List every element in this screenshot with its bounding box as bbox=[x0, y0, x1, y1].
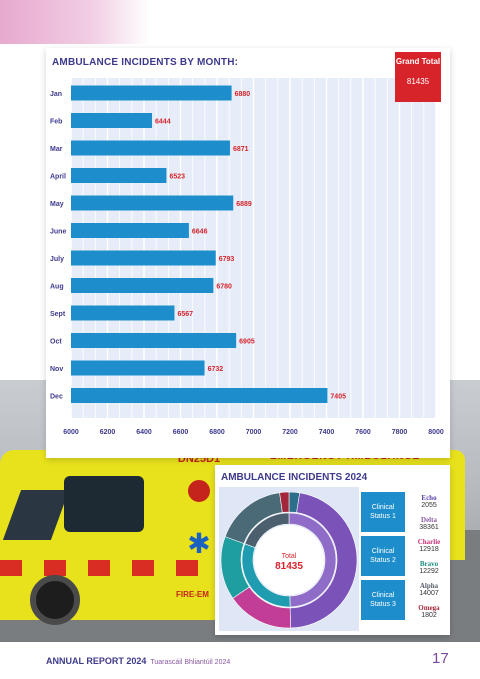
bar bbox=[71, 223, 189, 238]
bar bbox=[71, 278, 214, 293]
bar-value-label: 6444 bbox=[155, 119, 171, 126]
legend-name: Omega bbox=[418, 604, 440, 612]
bar bbox=[71, 168, 167, 183]
bar-value-label: 6889 bbox=[236, 201, 252, 208]
legend-charlie: Charlie 12918 bbox=[409, 538, 449, 554]
monthly-incidents-chart: 6000 6200 6400 6600 6800 7000 7200 7400 7600 7800… bbox=[46, 48, 450, 458]
inner-ring-slice bbox=[244, 512, 290, 549]
x-tick-label: 7400 bbox=[319, 429, 335, 436]
battenburg-stripe bbox=[0, 560, 230, 576]
legend-value: 1802 bbox=[421, 612, 437, 619]
donut-title: AMBULANCE INCIDENTS 2024 bbox=[221, 472, 368, 483]
month-label: April bbox=[50, 174, 66, 181]
bar-value-label: 6523 bbox=[169, 174, 185, 181]
donut-hole bbox=[254, 525, 324, 595]
grand-total-box: Grand Total 81435 bbox=[395, 52, 441, 102]
x-tick-label: 7600 bbox=[355, 429, 371, 436]
month-label: Jan bbox=[50, 91, 62, 98]
incidents-2024-card: AMBULANCE INCIDENTS 2024 Total 81435 Clin… bbox=[215, 465, 450, 635]
bar-value-label: 6646 bbox=[192, 229, 208, 236]
month-label: Oct bbox=[50, 339, 62, 346]
status-box-1: Clinical Status 1 bbox=[361, 492, 405, 532]
legend-bravo: Bravo 12292 bbox=[409, 560, 449, 576]
bar bbox=[71, 113, 153, 128]
month-label: May bbox=[50, 201, 64, 208]
footer-report-title: ANNUAL REPORT 2024 Tuarascáil Bhliantúil … bbox=[46, 656, 230, 666]
page-number: 17 bbox=[432, 650, 449, 667]
month-label: Aug bbox=[50, 284, 64, 291]
fire-crest-icon bbox=[186, 478, 212, 504]
legend-value: 12292 bbox=[419, 568, 439, 575]
month-label: Feb bbox=[50, 119, 62, 126]
bar bbox=[71, 360, 205, 376]
chart-title: AMBULANCE INCIDENTS BY MONTH: bbox=[52, 57, 239, 68]
bar bbox=[71, 140, 230, 156]
bar bbox=[71, 388, 328, 403]
outer-ring-slice bbox=[289, 492, 358, 629]
ambulance-front: DN25D1 ✱ FIRE-EM bbox=[0, 450, 230, 625]
legend-echo: Echo 2055 bbox=[409, 494, 449, 510]
grand-total-value: 81435 bbox=[406, 77, 430, 86]
legend-name: Delta bbox=[421, 516, 437, 524]
bar-value-label: 7405 bbox=[330, 394, 346, 401]
status-box-2: Clinical Status 2 bbox=[361, 536, 405, 576]
month-label: Dec bbox=[50, 394, 63, 401]
x-tick-label: 8000 bbox=[428, 429, 444, 436]
x-tick-label: 6400 bbox=[136, 429, 152, 436]
corner-gradient-band bbox=[0, 0, 150, 44]
legend-name: Charlie bbox=[417, 538, 441, 546]
front-wheel-icon bbox=[30, 575, 80, 625]
month-label: July bbox=[50, 256, 64, 263]
report-subtitle: Tuarascáil Bhliantúil 2024 bbox=[150, 659, 231, 666]
report-title: ANNUAL REPORT 2024 bbox=[46, 656, 147, 666]
bar bbox=[71, 305, 175, 321]
bar-value-label: 6871 bbox=[233, 146, 249, 153]
x-tick-label: 7200 bbox=[282, 429, 298, 436]
legend-value: 14007 bbox=[419, 590, 439, 597]
side-window bbox=[64, 476, 144, 532]
legend-value: 38361 bbox=[419, 524, 439, 531]
x-tick-label: 6600 bbox=[173, 429, 189, 436]
legend-value: 2055 bbox=[421, 502, 437, 509]
legend-omega: Omega 1802 bbox=[409, 604, 449, 620]
x-tick-label: 6000 bbox=[63, 429, 79, 436]
legend-delta: Delta 38361 bbox=[409, 516, 449, 532]
legend-name: Echo bbox=[421, 494, 437, 502]
bar bbox=[71, 195, 234, 211]
x-tick-label: 6800 bbox=[209, 429, 225, 436]
bar-value-label: 6905 bbox=[239, 339, 255, 346]
star-of-life-icon: ✱ bbox=[187, 528, 211, 559]
x-tick-label: 7000 bbox=[246, 429, 262, 436]
bar-value-label: 6793 bbox=[219, 256, 235, 263]
donut-center-value: 81435 bbox=[275, 561, 303, 572]
month-label: Mar bbox=[50, 146, 63, 153]
legend-value: 12918 bbox=[419, 546, 439, 553]
windscreen bbox=[2, 490, 70, 540]
month-label: June bbox=[50, 229, 66, 236]
bar-value-label: 6732 bbox=[208, 366, 224, 373]
legend-name: Bravo bbox=[419, 560, 439, 568]
status-box-3: Clinical Status 3 bbox=[361, 580, 405, 620]
month-label: Nov bbox=[50, 366, 63, 373]
month-label: Sept bbox=[50, 311, 66, 318]
legend-name: Alpha bbox=[419, 582, 439, 590]
x-tick-label: 6200 bbox=[100, 429, 116, 436]
bar bbox=[71, 85, 232, 101]
donut-center-label: Total bbox=[282, 553, 297, 560]
bar bbox=[71, 333, 237, 348]
bar-chart-svg: 6000 6200 6400 6600 6800 7000 7200 7400 7600 7800… bbox=[50, 78, 444, 436]
legend-alpha: Alpha 14007 bbox=[409, 582, 449, 598]
x-tick-label: 7800 bbox=[392, 429, 408, 436]
bar bbox=[71, 250, 216, 266]
grand-total-label: Grand Total bbox=[395, 57, 441, 66]
bar-value-label: 6780 bbox=[216, 284, 232, 291]
bar-value-label: 6880 bbox=[235, 91, 251, 98]
fire-text: FIRE-EM bbox=[176, 590, 209, 599]
outer-ring-slice bbox=[279, 491, 290, 513]
bar-value-label: 6567 bbox=[177, 311, 193, 318]
